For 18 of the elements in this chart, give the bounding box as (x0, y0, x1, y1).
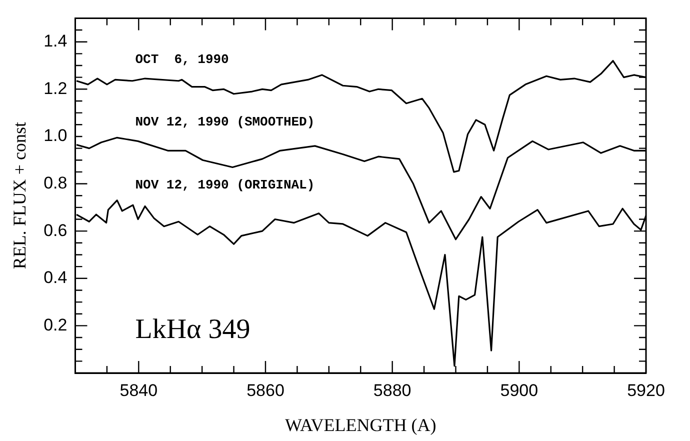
y-tick-label: 0.8 (44, 173, 68, 192)
series-label: NOV 12, 1990 (ORIGINAL) (135, 177, 315, 192)
y-tick-label: 1.4 (44, 32, 68, 51)
x-tick-label: 5920 (627, 380, 665, 400)
x-tick-label: 5860 (246, 380, 284, 400)
y-tick-label: 0.6 (44, 220, 68, 240)
y-tick-label: 1.0 (44, 126, 68, 146)
x-tick-label: 5880 (373, 380, 412, 400)
x-tick-label: 5840 (120, 380, 158, 400)
annotation: LkHα 349 (135, 314, 250, 345)
y-axis-title: REL. FLUX + const (10, 122, 30, 270)
x-tick-label: 5900 (500, 380, 538, 400)
y-tick-label: 0.4 (44, 268, 68, 288)
series-label: OCT 6, 1990 (135, 52, 230, 67)
series-label: NOV 12, 1990 (SMOOTHED) (135, 114, 315, 130)
y-tick-label: 0.2 (44, 315, 68, 334)
y-tick-label: 1.2 (44, 78, 68, 98)
x-axis-title: WAVELENGTH (A) (285, 414, 436, 435)
